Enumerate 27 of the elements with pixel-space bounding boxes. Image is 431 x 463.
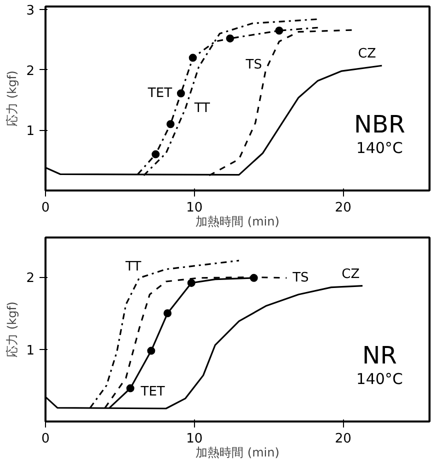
y-tick-label: 1: [26, 343, 35, 358]
x-tick-label: 20: [334, 432, 352, 446]
x-tick-label: 20: [334, 200, 352, 216]
series-label: TET: [140, 384, 165, 400]
annotation: NBR: [354, 110, 406, 138]
y-axis-title: 応力 (kgf): [5, 302, 20, 358]
series-label: CZ: [358, 46, 376, 62]
annotation: 140°C: [356, 139, 403, 158]
annotation: NR: [362, 341, 397, 370]
annotation: 140°C: [356, 370, 403, 388]
x-tick-label: 10: [186, 432, 203, 446]
y-tick-label: 3: [26, 4, 35, 19]
series-label: TT: [124, 260, 142, 275]
series-label: TT: [193, 100, 210, 116]
series-label: TS: [244, 58, 262, 73]
y-axis-title: 応力 (kgf): [5, 70, 20, 126]
y-tick-label: 2: [26, 271, 35, 286]
x-axis-title: 加熱時間 (min): [196, 446, 280, 460]
x-tick-label: 0: [41, 200, 50, 216]
series-label: TET: [146, 86, 172, 101]
series-label: CZ: [342, 266, 360, 282]
x-axis-title: 加熱時間 (min): [196, 214, 280, 228]
x-tick-label: 10: [186, 200, 203, 216]
x-tick-label: 0: [41, 432, 50, 446]
y-tick-label: 2: [26, 64, 35, 79]
y-tick-label: 1: [26, 124, 35, 140]
series-label: TS: [292, 270, 309, 286]
